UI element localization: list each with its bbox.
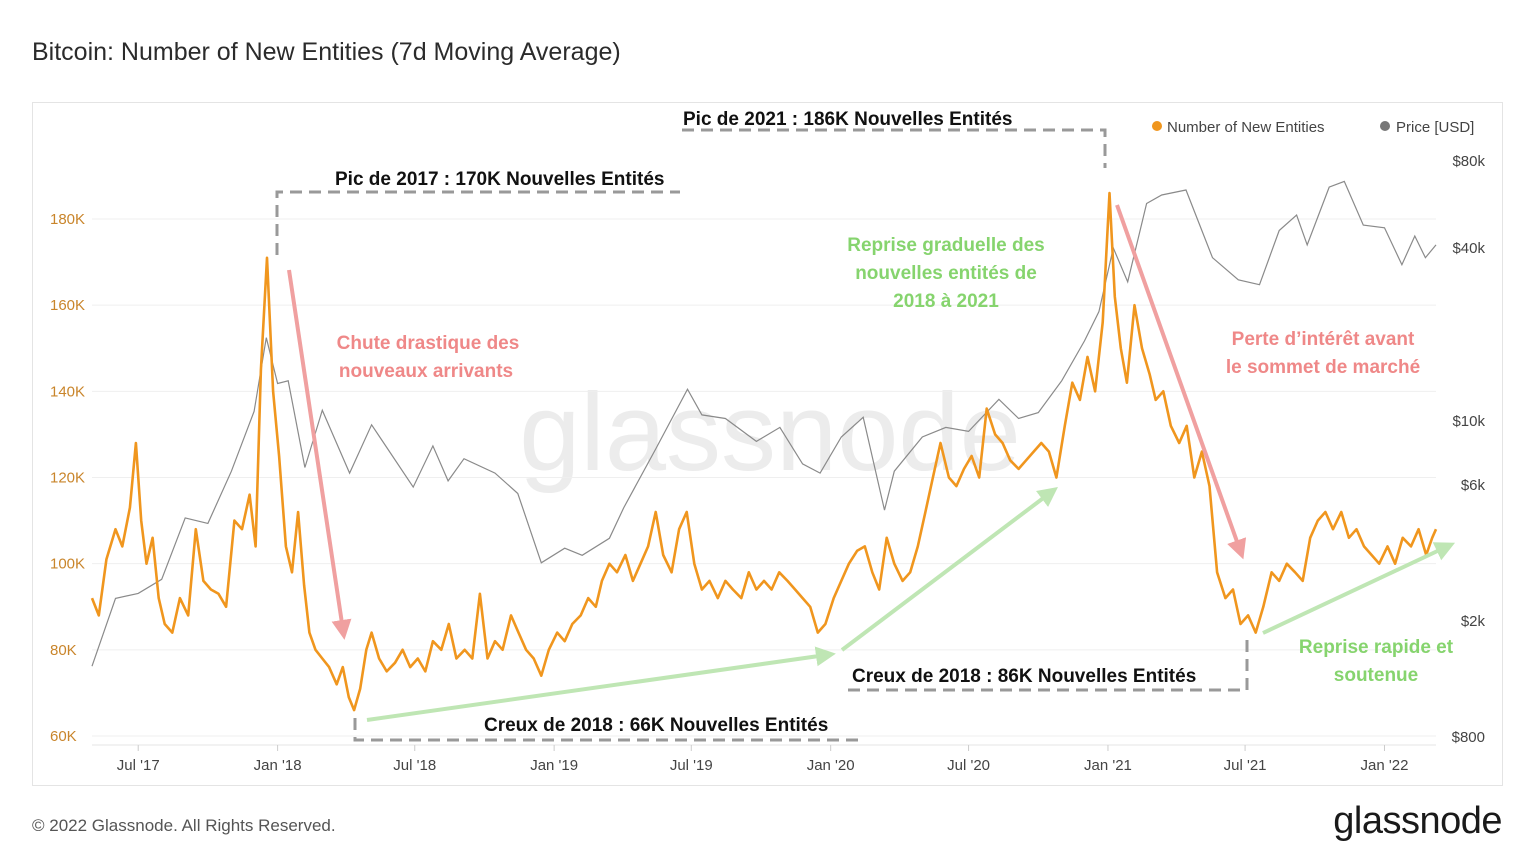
x-tick-label: Jul '20 — [947, 757, 990, 774]
annotation-peak-2021: Pic de 2021 : 186K Nouvelles Entités — [683, 109, 1013, 130]
annotation-peak-2017: Pic de 2017 : 170K Nouvelles Entités — [335, 169, 665, 190]
annotation-perte-1: Perte d’intérêt avant — [1232, 329, 1415, 350]
trough-2018b-guide — [848, 636, 1249, 692]
recovery-arrow-2020 — [840, 486, 1058, 652]
recovery-arrow-2018 — [366, 646, 836, 722]
y-axis-right: $800 $2k $6k $10k $40k $80k — [1452, 153, 1486, 746]
y-right-tick-label: $10k — [1452, 413, 1485, 430]
legend-entities-marker — [1152, 121, 1162, 131]
trough-2018a-guide — [353, 718, 862, 742]
x-tick-label: Jan '18 — [254, 757, 302, 774]
y-left-tick-label: 160K — [50, 297, 85, 314]
peak-2021-guide — [682, 128, 1107, 168]
entities-line — [90, 191, 1438, 712]
decline-arrow-2021 — [1115, 204, 1247, 560]
legend-entities-label: Number of New Entities — [1167, 119, 1325, 136]
x-tick-label: Jan '20 — [807, 757, 855, 774]
y-left-tick-label: 180K — [50, 211, 85, 228]
annotation-reprise-2: nouvelles entités de — [855, 263, 1037, 284]
recovery-arrow-2021 — [1262, 542, 1456, 635]
annotation-rapide-2: soutenue — [1334, 665, 1418, 686]
annotation-reprise-3: 2018 à 2021 — [893, 291, 999, 312]
y-right-tick-label: $80k — [1452, 153, 1485, 170]
trend-arrows — [287, 204, 1456, 722]
price-line — [91, 180, 1437, 667]
y-right-tick-label: $2k — [1461, 613, 1486, 630]
annotation-chute-2: nouveaux arrivants — [339, 361, 513, 382]
x-tick-label: Jul '17 — [117, 757, 160, 774]
y-right-tick-label: $800 — [1452, 729, 1485, 746]
x-tick-label: Jul '18 — [393, 757, 436, 774]
y-left-tick-label: 100K — [50, 556, 85, 573]
watermark: glassnode — [519, 371, 1021, 494]
legend-price-label: Price [USD] — [1396, 119, 1474, 136]
annotation-chute-1: Chute drastique des — [337, 333, 520, 354]
x-tick-label: Jan '22 — [1361, 757, 1409, 774]
y-left-tick-label: 80K — [50, 642, 77, 659]
brand-logo: glassnode — [1333, 800, 1502, 842]
chart-title: Bitcoin: Number of New Entities (7d Movi… — [32, 38, 621, 66]
y-left-tick-label: 60K — [50, 728, 77, 745]
decline-arrow-2018 — [287, 269, 352, 640]
peak-2017-guide — [275, 190, 680, 255]
y-left-tick-label: 120K — [50, 470, 85, 487]
x-tick-label: Jan '19 — [530, 757, 578, 774]
annotation-perte-2: le sommet de marché — [1226, 357, 1420, 378]
annotation-trough-2018b: Creux de 2018 : 86K Nouvelles Entités — [852, 666, 1196, 687]
x-tick-label: Jul '19 — [670, 757, 713, 774]
x-tick-label: Jul '21 — [1224, 757, 1267, 774]
annotation-trough-2018a: Creux de 2018 : 66K Nouvelles Entités — [484, 715, 828, 736]
x-axis: Jul '17 Jan '18 Jul '18 Jan '19 Jul '19 Jan '… — [117, 745, 1409, 774]
x-tick-label: Jan '21 — [1084, 757, 1132, 774]
callout-guides — [275, 128, 1249, 742]
copyright: © 2022 Glassnode. All Rights Reserved. — [32, 816, 336, 835]
y-axis-left: 60K 80K 100K 120K 140K 160K 180K — [50, 211, 85, 745]
legend: Number of New Entities Price [USD] — [1152, 119, 1474, 136]
legend-price-marker — [1380, 121, 1390, 131]
annotation-rapide-1: Reprise rapide et — [1299, 637, 1454, 658]
chart-frame — [32, 102, 1503, 786]
y-right-tick-label: $6k — [1461, 477, 1486, 494]
annotation-reprise-1: Reprise graduelle des — [847, 235, 1044, 256]
y-left-tick-label: 140K — [50, 383, 85, 400]
y-right-tick-label: $40k — [1452, 240, 1485, 257]
